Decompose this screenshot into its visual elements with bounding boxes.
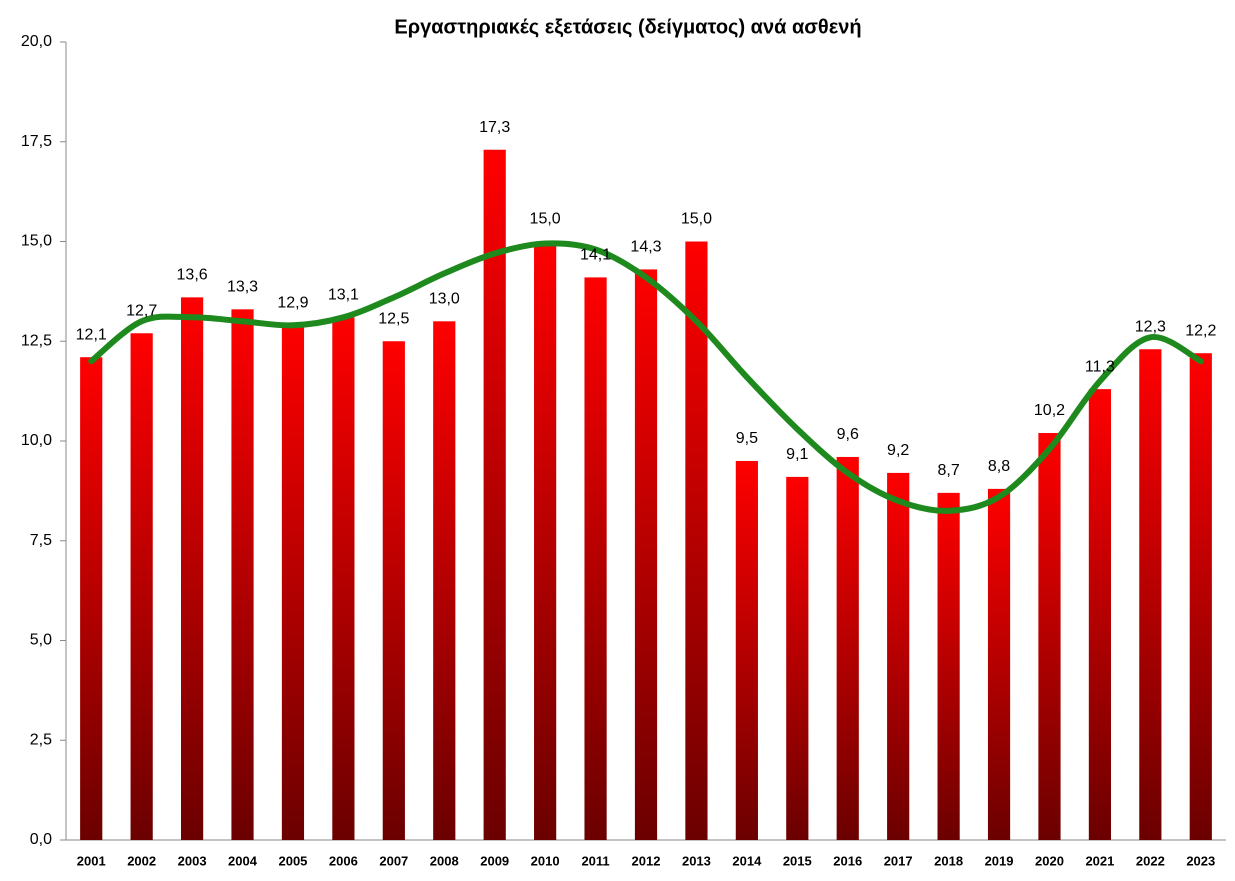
bar	[735, 460, 758, 840]
data-label: 9,6	[837, 426, 859, 443]
bar	[634, 269, 658, 840]
x-tick-label: 2009	[480, 853, 509, 868]
y-tick-label: 20,0	[21, 33, 52, 50]
bar	[382, 341, 405, 840]
data-label: 13,0	[429, 291, 460, 308]
data-label: 12,5	[378, 310, 409, 327]
bar	[1038, 433, 1061, 840]
x-tick-label: 2011	[581, 853, 609, 868]
x-tick-label: 2007	[379, 853, 408, 868]
y-tick-label: 5,0	[30, 632, 52, 649]
data-label: 14,1	[580, 247, 611, 264]
bar	[80, 357, 103, 840]
x-tick-label: 2003	[178, 853, 207, 868]
x-tick-label: 2001	[77, 853, 106, 868]
bar	[1189, 353, 1212, 840]
bar	[937, 492, 960, 840]
x-tick-label: 2004	[228, 853, 258, 868]
data-label: 12,9	[277, 295, 308, 312]
data-label: 13,6	[177, 267, 208, 284]
x-tick-label: 2013	[682, 853, 711, 868]
bar	[836, 456, 859, 840]
x-tick-label: 2008	[430, 853, 459, 868]
data-label: 9,5	[736, 430, 758, 447]
data-label: 12,2	[1185, 322, 1216, 339]
x-tick-label: 2018	[934, 853, 963, 868]
data-label: 11,3	[1085, 358, 1115, 375]
data-label: 12,3	[1135, 318, 1166, 335]
bar	[685, 241, 708, 840]
bar	[483, 149, 506, 841]
y-tick-label: 15,0	[21, 233, 52, 250]
x-tick-label: 2005	[278, 853, 307, 868]
x-tick-label: 2017	[884, 853, 913, 868]
x-tick-label: 2023	[1186, 853, 1215, 868]
bar	[887, 472, 910, 840]
x-tick-label: 2014	[732, 853, 762, 868]
data-label: 17,3	[479, 119, 510, 136]
x-tick-label: 2002	[127, 853, 156, 868]
data-label: 12,7	[126, 302, 157, 319]
bar	[1088, 389, 1112, 840]
data-label: 13,3	[227, 279, 258, 296]
bar	[231, 309, 254, 841]
trendline	[88, 240, 1204, 514]
bar	[584, 277, 607, 840]
data-label: 9,2	[887, 442, 909, 459]
bar	[281, 325, 305, 840]
data-label: 8,7	[937, 462, 959, 479]
bar	[1139, 349, 1162, 840]
bar	[987, 488, 1011, 840]
data-label: 13,1	[328, 287, 359, 304]
bar	[786, 476, 809, 840]
bar	[534, 241, 557, 840]
bar	[332, 317, 355, 840]
x-tick-label: 2015	[783, 853, 812, 868]
x-tick-label: 2010	[531, 853, 560, 868]
x-tick-label: 2020	[1035, 853, 1064, 868]
x-tick-label: 2022	[1136, 853, 1165, 868]
x-tick-label: 2019	[985, 853, 1014, 868]
data-label: 12,1	[76, 326, 107, 343]
data-label: 10,2	[1034, 402, 1065, 419]
data-label: 9,1	[786, 446, 808, 463]
data-label: 15,0	[681, 211, 712, 228]
data-label: 14,3	[630, 239, 661, 256]
y-tick-label: 12,5	[21, 332, 52, 349]
bar	[180, 297, 204, 840]
data-label: 8,8	[988, 458, 1010, 475]
x-tick-label: 2012	[632, 853, 661, 868]
y-tick-label: 17,5	[21, 133, 52, 150]
bar	[433, 321, 456, 840]
bar	[130, 333, 153, 840]
y-tick-label: 2,5	[30, 731, 52, 748]
x-tick-label: 2021	[1085, 853, 1114, 868]
x-tick-label: 2006	[329, 853, 358, 868]
data-label: 15,0	[530, 211, 561, 228]
chart-title: Εργαστηριακές εξετάσεις (δείγματος) ανά …	[394, 16, 861, 38]
y-tick-label: 0,0	[30, 831, 52, 848]
x-tick-label: 2016	[833, 853, 862, 868]
y-tick-label: 10,0	[21, 432, 52, 449]
y-tick-label: 7,5	[30, 532, 52, 549]
